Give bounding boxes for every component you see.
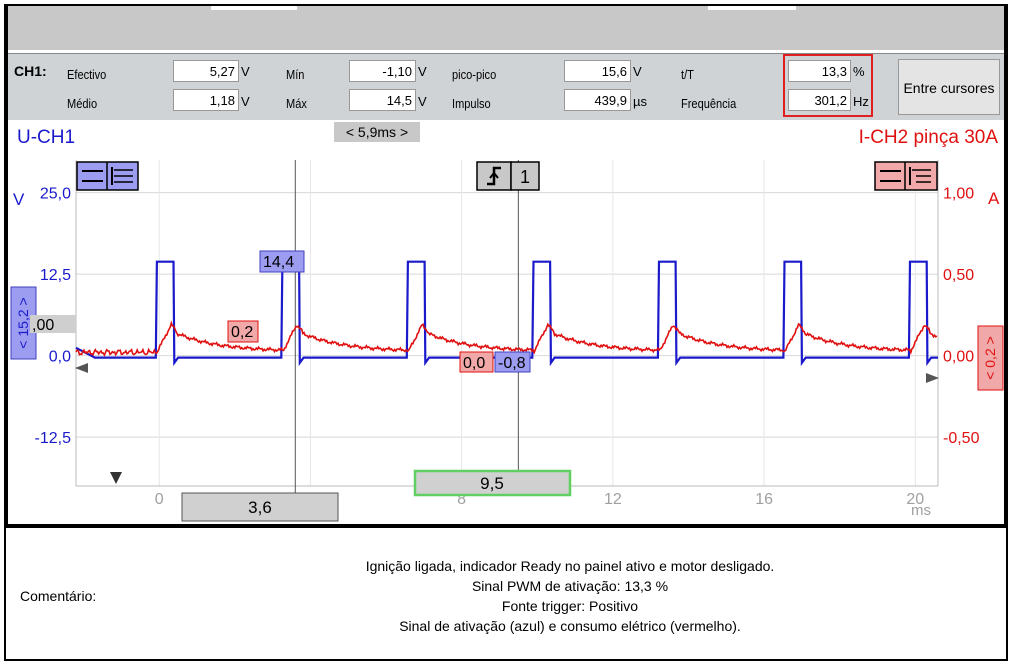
pico-pico-unit: V xyxy=(633,64,642,79)
cursor2-time-box[interactable] xyxy=(413,469,572,497)
cursor2-current-label: 0,0 xyxy=(463,355,485,372)
highlight-box xyxy=(783,54,873,117)
cursor2-current-box xyxy=(459,351,494,373)
cursor1-current-box xyxy=(227,320,259,343)
comment-line: Ignição ligada, indicador Ready no paine… xyxy=(365,558,775,574)
efectivo-unit: V xyxy=(241,64,250,79)
left-unit: V xyxy=(13,190,25,209)
duty-label: t/T xyxy=(681,67,694,82)
left-channel-title: U-CH1 xyxy=(17,127,75,148)
title-bar xyxy=(4,4,1008,50)
scope-plot[interactable]: 25,012,50,0-12,51,000,500,00-0,500481216… xyxy=(8,120,1004,524)
x-unit: ms xyxy=(911,502,931,519)
max-label: Máx xyxy=(286,96,307,111)
cursor1-voltage-label: 14,4 xyxy=(263,254,294,271)
trigger-number-box[interactable] xyxy=(510,161,540,191)
tick-labels: 25,012,50,0-12,51,000,500,00-0,500481216… xyxy=(35,186,980,508)
x-tick-label: 20 xyxy=(906,491,924,508)
channel-label: CH1: xyxy=(14,63,47,79)
left-marker-box xyxy=(30,315,76,333)
cursor1-time-box[interactable] xyxy=(181,492,339,522)
scope-panel: 25,012,50,0-12,51,000,500,00-0,500481216… xyxy=(8,120,1004,524)
right-tick-label: 0,50 xyxy=(943,267,974,284)
grid xyxy=(75,160,939,487)
voltage-trace xyxy=(75,260,938,367)
cursor1-voltage-box xyxy=(259,250,305,273)
traces xyxy=(75,260,938,367)
right-offset-label: < 0,2 > xyxy=(982,336,998,380)
max-value: 14,5 xyxy=(349,89,416,111)
right-scale-icon[interactable] xyxy=(874,161,938,191)
right-level-marker[interactable] xyxy=(926,373,939,383)
tab-gap xyxy=(708,6,796,10)
trigger-time-marker[interactable] xyxy=(110,472,122,484)
frame-border xyxy=(1004,4,1008,526)
comment-line: Sinal de ativação (azul) e consumo elétr… xyxy=(399,618,741,634)
left-tick-label: 0,0 xyxy=(49,349,71,366)
x-tick-label: 0 xyxy=(155,491,164,508)
left-level-marker[interactable] xyxy=(75,363,88,373)
comment-panel xyxy=(4,528,1008,661)
timebase-box[interactable] xyxy=(334,122,420,142)
trigger-edge-icon[interactable] xyxy=(476,161,512,191)
divider xyxy=(4,524,1008,528)
left-scale-icon[interactable] xyxy=(76,161,139,191)
tab-gap xyxy=(211,6,297,10)
left-tick-label: -12,5 xyxy=(35,430,72,447)
impulso-unit: µs xyxy=(633,94,647,109)
cursor2-time-label: 9,5 xyxy=(480,474,504,493)
comment-line: Fonte trigger: Positivo xyxy=(501,598,639,614)
frequencia-value: 301,2 xyxy=(788,89,851,111)
right-tick-label: 0,00 xyxy=(943,349,974,366)
frame-border xyxy=(4,4,8,526)
trigger-number: 1 xyxy=(520,167,530,187)
cursor2-voltage-box xyxy=(494,351,531,373)
comment-text: Ignição ligada, indicador Ready no paine… xyxy=(300,556,840,636)
pico-pico-value: 15,6 xyxy=(564,60,631,82)
frequencia-unit: Hz xyxy=(853,94,869,109)
comment-line: Sinal PWM de ativação: 13,3 % xyxy=(471,578,669,594)
x-tick-label: 16 xyxy=(755,491,773,508)
min-label: Mín xyxy=(286,67,305,82)
efectivo-label: Efectivo xyxy=(67,67,107,82)
impulso-label: Impulso xyxy=(452,96,491,111)
right-channel-title: I-CH2 pinça 30A xyxy=(859,127,999,148)
efectivo-value: 5,27 xyxy=(173,60,239,82)
cursor1-current-label: 0,2 xyxy=(231,324,253,341)
duty-value: 13,3 xyxy=(788,60,851,82)
duty-unit: % xyxy=(853,64,865,79)
x-tick-label: 12 xyxy=(604,491,622,508)
timebase-label: < 5,9ms > xyxy=(346,124,408,140)
cursor1-time-label: 3,6 xyxy=(248,498,272,517)
cursor2-voltage-label: -0,8 xyxy=(498,355,526,372)
left-marker-value: ,00 xyxy=(32,317,54,334)
left-tick-label: 12,5 xyxy=(40,267,71,284)
pico-pico-label: pico-pico xyxy=(452,67,497,82)
right-unit: A xyxy=(988,189,1000,208)
frequencia-label: Frequência xyxy=(681,96,737,111)
left-offset-label: < 15,2 > xyxy=(15,297,31,348)
comment-label: Comentário: xyxy=(20,588,97,604)
medio-unit: V xyxy=(241,94,250,109)
x-tick-label: 8 xyxy=(457,491,466,508)
min-value: -1,10 xyxy=(349,60,416,82)
right-offset-control[interactable]: < 0,2 > xyxy=(977,325,1004,391)
medio-value: 1,18 xyxy=(173,89,239,111)
impulso-value: 439,9 xyxy=(564,89,631,111)
left-tick-label: 25,0 xyxy=(40,186,71,203)
max-unit: V xyxy=(418,94,427,109)
between-cursors-button[interactable]: Entre cursores xyxy=(898,59,1000,115)
current-trace xyxy=(75,320,938,357)
right-tick-label: 1,00 xyxy=(943,186,974,203)
min-unit: V xyxy=(418,64,427,79)
right-tick-label: -0,50 xyxy=(943,430,980,447)
medio-label: Médio xyxy=(67,96,98,111)
